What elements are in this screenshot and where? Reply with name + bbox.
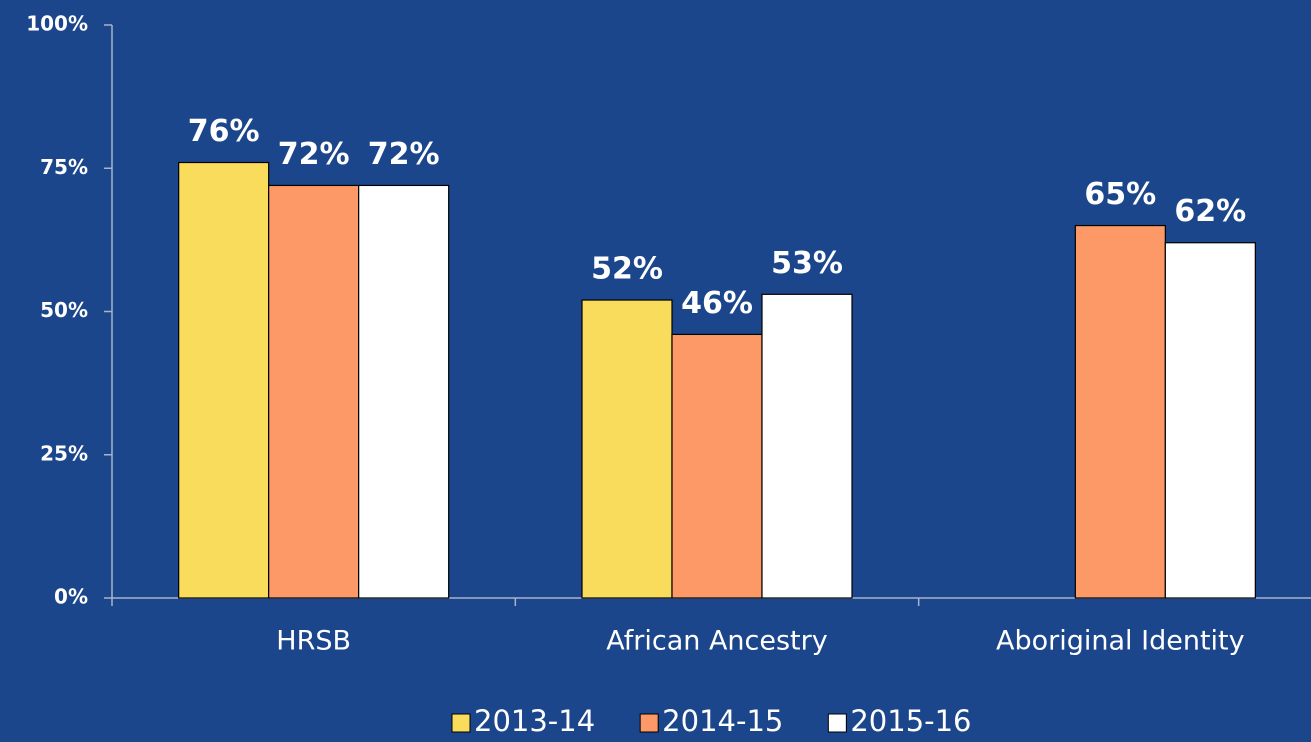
data-label: 65% [1084, 177, 1156, 212]
bar [268, 184, 360, 599]
bar [1164, 242, 1256, 599]
y-tick-label: 0% [54, 585, 88, 609]
data-label: 52% [591, 252, 663, 287]
data-label: 62% [1174, 194, 1246, 229]
y-tick-label: 50% [40, 298, 88, 322]
legend-label: 2015-16 [850, 704, 971, 738]
legend-label: 2013-14 [474, 704, 595, 738]
bar [1074, 224, 1166, 599]
legend-swatch [827, 713, 847, 733]
data-label: 53% [771, 246, 843, 281]
bar [581, 299, 673, 599]
data-label: 46% [681, 286, 753, 321]
data-label: 72% [368, 137, 440, 172]
data-label: 76% [188, 114, 260, 149]
bar [178, 161, 270, 599]
x-tick-label: Aboriginal Identity [996, 626, 1245, 657]
y-tick-label: 100% [26, 12, 88, 36]
bar [358, 184, 450, 599]
bar [761, 293, 853, 599]
y-tick-label: 25% [40, 441, 88, 465]
bar [671, 333, 763, 599]
x-tick-label: African Ancestry [606, 626, 827, 657]
data-label: 72% [278, 137, 350, 172]
y-tick-label: 75% [40, 155, 88, 179]
legend-swatch [639, 713, 659, 733]
legend-swatch [451, 713, 471, 733]
legend-label: 2014-15 [662, 704, 783, 738]
x-tick-label: HRSB [276, 626, 351, 657]
